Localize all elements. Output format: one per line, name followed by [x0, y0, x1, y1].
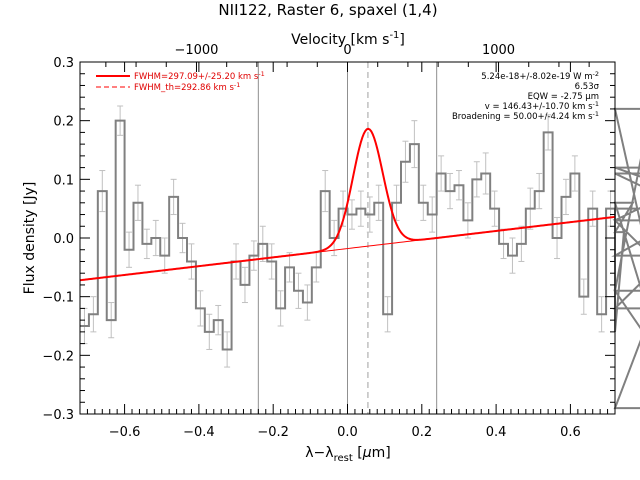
chart-title: NII122, Raster 6, spaxel (1,4)	[218, 1, 437, 19]
axes	[79, 61, 616, 415]
fit-annotation-sup: -1	[593, 100, 599, 108]
legend-entry-label: FWHM_th=292.86 km s-1	[134, 81, 240, 93]
x-axis-title-unit-open: [	[353, 445, 363, 461]
fit-annotation: EQW = -2.75 μm	[528, 92, 599, 102]
x-tick-label: 0.4	[486, 425, 507, 440]
fit-annotation-text: Broadening = 50.00+/-4.24 km s	[452, 112, 593, 122]
gaussian-fit-curve	[79, 127, 616, 282]
x-axis-title-unit-close: m]	[372, 445, 391, 461]
x-axis-title-mu: μ	[362, 445, 372, 461]
x-tick-label: −0.4	[183, 425, 215, 440]
legend: FWHM=297.09+/-25.20 km s-1FWHM_th=292.86…	[96, 70, 265, 93]
fit-annotation: 6.53σ	[575, 82, 600, 92]
y-tick-label: −0.1	[42, 291, 74, 306]
x-axis-title: λ−λrest [μm]	[305, 445, 390, 464]
y-tick-label: 0.2	[53, 115, 74, 130]
fit-annotation-text: v = 146.43+/-10.70 km s	[485, 102, 593, 112]
legend-entry-text: FWHM_th=292.86 km s	[134, 83, 234, 93]
spectrum-histogram	[80, 107, 640, 410]
reference-lines	[257, 62, 438, 414]
y-tick-label: 0.3	[53, 56, 74, 71]
x-axis-title-main: λ−λ	[305, 445, 333, 461]
top-x-axis-title-main: Velocity [km s	[291, 32, 389, 48]
legend-entry-sup: -1	[234, 81, 240, 89]
legend-entry-label: FWHM=297.09+/-25.20 km s-1	[134, 70, 265, 82]
x-tick-label: 0.6	[560, 425, 581, 440]
y-tick-label: 0.0	[53, 232, 74, 247]
fit-annotation-text: EQW = -2.75 μm	[528, 92, 599, 102]
top-x-axis-title: Velocity [km s-1]	[291, 30, 405, 48]
x-tick-label: 0.2	[411, 425, 432, 440]
spectrum-line	[80, 107, 640, 410]
tick-labels: −0.6 −0.4 −0.2 0.0 0.2 0.4 0.6 −0.3 −0.2 −0.1 0.0 0…	[42, 43, 580, 440]
y-tick-label: −0.3	[42, 408, 74, 423]
fit-annotation: 5.24e-18+/-8.02e-19 W m-2	[481, 70, 599, 82]
legend-entry-sup: -1	[258, 70, 264, 78]
top-x-axis-title-sup: -1	[389, 30, 399, 41]
fit-curves	[79, 127, 616, 282]
x-tick-label: 0.0	[337, 425, 358, 440]
x-tick-label: −0.2	[257, 425, 289, 440]
top-tick-label: −1000	[174, 43, 218, 58]
fit-annotation: v = 146.43+/-10.70 km s-1	[485, 100, 599, 112]
y-tick-label: 0.1	[53, 173, 74, 188]
y-axis-title: Flux density [Jy]	[22, 182, 38, 295]
legend-entry-text: FWHM=297.09+/-25.20 km s	[134, 72, 259, 82]
top-tick-label: 1000	[482, 43, 515, 58]
fit-annotation-sup: -1	[593, 110, 599, 118]
y-tick-label: −0.2	[42, 349, 74, 364]
x-tick-label: −0.6	[109, 425, 141, 440]
fit-annotation: Broadening = 50.00+/-4.24 km s-1	[452, 110, 599, 122]
fit-annotation-sup: -2	[593, 70, 599, 78]
top-tick-label: 0	[343, 43, 351, 58]
top-x-axis-title-close: ]	[399, 32, 404, 48]
x-axis-title-sub: rest	[334, 453, 353, 464]
fit-annotation-text: 5.24e-18+/-8.02e-19 W m	[481, 72, 592, 82]
fit-annotation-text: 6.53σ	[575, 82, 600, 92]
